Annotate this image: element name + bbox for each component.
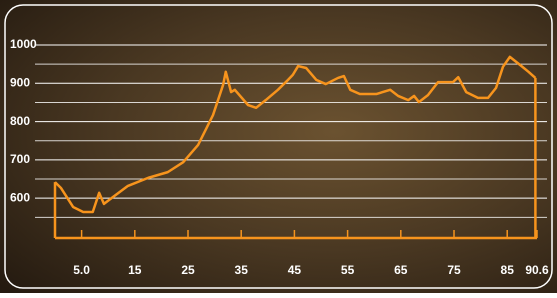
- x-tick-label: 45: [288, 263, 302, 277]
- chart: 600 700 800 900 1000 5.0 15 25 35 45 55 65 75 85 90.6: [0, 0, 557, 293]
- y-tick-label: 800: [10, 114, 30, 128]
- x-tick-label: 85: [501, 263, 515, 277]
- y-tick-label: 600: [10, 190, 30, 204]
- x-tick-label: 35: [235, 263, 249, 277]
- background: [0, 0, 557, 293]
- x-tick-label: 90.6: [525, 263, 549, 277]
- x-tick-label: 5.0: [73, 263, 90, 277]
- x-tick-label: 65: [394, 263, 408, 277]
- x-tick-label: 15: [128, 263, 142, 277]
- y-tick-label: 700: [10, 152, 30, 166]
- y-tick-label: 900: [10, 75, 30, 89]
- x-tick-label: 75: [447, 263, 461, 277]
- x-tick-label: 55: [341, 263, 355, 277]
- y-tick-label: 1000: [10, 37, 37, 51]
- x-tick-label: 25: [181, 263, 195, 277]
